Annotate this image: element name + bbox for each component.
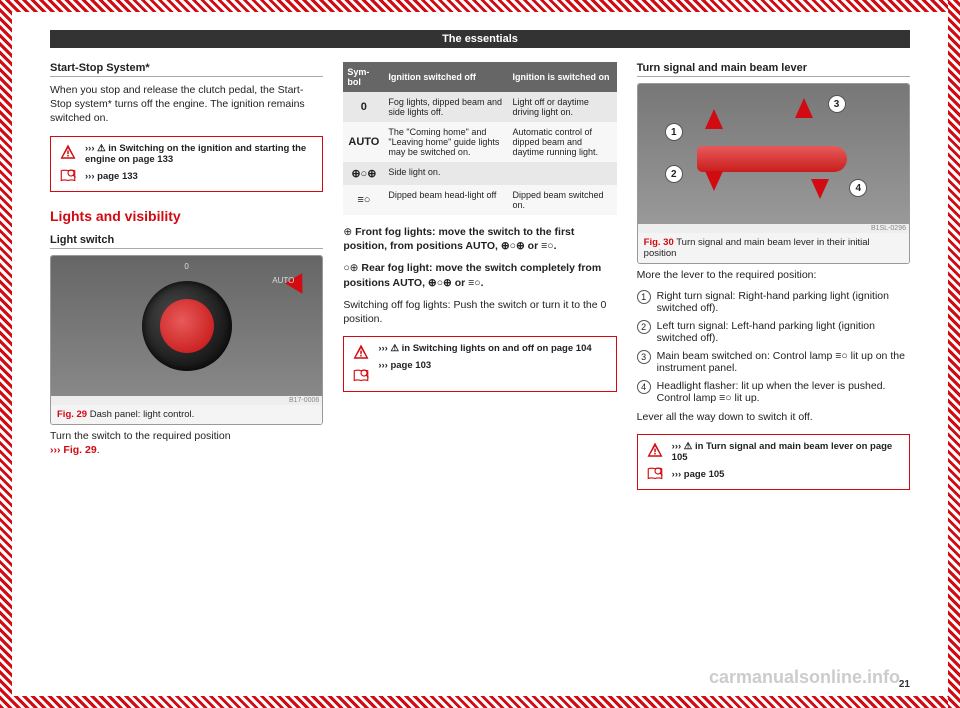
ref-text-3b: page 105 — [672, 469, 901, 480]
bubble-3: 3 — [828, 95, 846, 113]
lever-off-text: Lever all the way down to switch it off. — [637, 410, 910, 424]
th-off: Ignition switched off — [384, 62, 508, 92]
column-1: Start-Stop System* When you stop and rel… — [50, 62, 323, 678]
off-0: Fog lights, dipped beam and side lights … — [384, 92, 508, 122]
on-0: Light off or daytime driving light on. — [508, 92, 616, 122]
arrow-4-icon — [811, 179, 829, 199]
border-top — [0, 0, 960, 12]
list-item-1: 1Right turn signal: Right-hand parking l… — [637, 290, 910, 314]
reference-box-3: ⚠ in Turn signal and main beam lever on … — [637, 434, 910, 490]
ref-text-3a: ⚠ in Turn signal and main beam lever on … — [672, 441, 901, 463]
symbol-table: Sym- bol Ignition switched off Ignition … — [343, 62, 616, 215]
ref-text-2a: ⚠ in Switching lights on and off on page… — [378, 343, 591, 354]
sym-side: ⊕○⊕ — [343, 162, 384, 185]
sym-0: 0 — [343, 92, 384, 122]
list-item-3: 3Main beam switched on: Control lamp ≡○ … — [637, 350, 910, 374]
refbox-texts: ⚠ in Switching on the ignition and start… — [85, 143, 314, 182]
ref-text-2b: page 103 — [378, 360, 591, 371]
refbox-texts-2: ⚠ in Switching lights on and off on page… — [378, 343, 591, 371]
figure-30-caption: Fig. 30 Turn signal and main beam lever … — [638, 233, 909, 263]
arrow-1-icon — [705, 109, 723, 129]
page-content: The essentials Start-Stop System* When y… — [50, 30, 910, 678]
rear-fog-text: ○⊕ Rear fog light: move the switch compl… — [343, 261, 616, 289]
section-lights-visibility: Lights and visibility — [50, 208, 323, 224]
warning-icon — [646, 441, 664, 459]
figure-29-caption: Fig. 29 Dash panel: light control. — [51, 405, 322, 424]
figure-30: 1 2 3 4 B1SL-0296 Fig. 30 Turn signal an… — [637, 83, 910, 264]
sym-dipped: ≡○ — [343, 185, 384, 215]
border-bottom — [0, 696, 960, 708]
warning-icon — [59, 143, 77, 161]
ref-text-1b: page 133 — [85, 171, 314, 182]
figure-30-image: 1 2 3 4 — [638, 84, 909, 224]
on-side — [508, 162, 616, 185]
figure-29: 0 AUTO B17-0006 Fig. 29 Dash panel: ligh… — [50, 255, 323, 425]
border-right — [948, 0, 960, 708]
on-auto: Automatic control of dipped beam and day… — [508, 122, 616, 162]
off-dipped: Dipped beam head-light off — [384, 185, 508, 215]
book-icon — [59, 167, 77, 185]
off-side: Side light on. — [384, 162, 508, 185]
turn-switch-text: Turn the switch to the required position… — [50, 429, 323, 457]
refbox-icons-2 — [352, 343, 370, 385]
ref-text-1a: ⚠ in Switching on the ignition and start… — [85, 143, 314, 165]
figure-30-label: B1SL-0296 — [638, 224, 909, 233]
refbox-icons — [59, 143, 77, 185]
watermark: carmanualsonline.info — [709, 667, 900, 688]
columns: Start-Stop System* When you stop and rel… — [50, 62, 910, 678]
th-symbol: Sym- bol — [343, 62, 384, 92]
switch-off-text: Switching off fog lights: Push the switc… — [343, 298, 616, 326]
figure-29-label: B17-0006 — [51, 396, 322, 405]
book-icon — [646, 465, 664, 483]
book-icon — [352, 367, 370, 385]
arrow-2-icon — [705, 171, 723, 191]
column-3: Turn signal and main beam lever 1 2 3 4 … — [637, 62, 910, 678]
list-item-4: 4Headlight flasher: lit up when the leve… — [637, 380, 910, 404]
refbox-icons-3 — [646, 441, 664, 483]
on-dipped: Dipped beam switched on. — [508, 185, 616, 215]
border-left — [0, 0, 12, 708]
page-number: 21 — [899, 679, 910, 690]
warning-icon — [352, 343, 370, 361]
turn-signal-heading: Turn signal and main beam lever — [637, 62, 910, 77]
arrow-3-icon — [795, 98, 813, 118]
off-auto: The "Coming home" and "Leaving home" gui… — [384, 122, 508, 162]
column-2: Sym- bol Ignition switched off Ignition … — [343, 62, 616, 678]
th-on: Ignition is switched on — [508, 62, 616, 92]
start-stop-heading: Start-Stop System* — [50, 62, 323, 77]
lever-body — [697, 146, 846, 172]
bubble-1: 1 — [665, 123, 683, 141]
bubble-4: 4 — [849, 179, 867, 197]
refbox-texts-3: ⚠ in Turn signal and main beam lever on … — [672, 441, 901, 480]
light-switch-heading: Light switch — [50, 234, 323, 249]
dial-marks: 0 AUTO — [51, 256, 322, 396]
lever-intro: More the lever to the required position: — [637, 268, 910, 282]
reference-box-1: ⚠ in Switching on the ignition and start… — [50, 136, 323, 192]
start-stop-text: When you stop and release the clutch ped… — [50, 83, 323, 126]
figure-29-image: 0 AUTO — [51, 256, 322, 396]
page-header: The essentials — [50, 30, 910, 48]
front-fog-text: ⊕ Front fog lights: move the switch to t… — [343, 225, 616, 253]
sym-auto: AUTO — [343, 122, 384, 162]
reference-box-2: ⚠ in Switching lights on and off on page… — [343, 336, 616, 392]
bubble-2: 2 — [665, 165, 683, 183]
list-item-2: 2Left turn signal: Left-hand parking lig… — [637, 320, 910, 344]
